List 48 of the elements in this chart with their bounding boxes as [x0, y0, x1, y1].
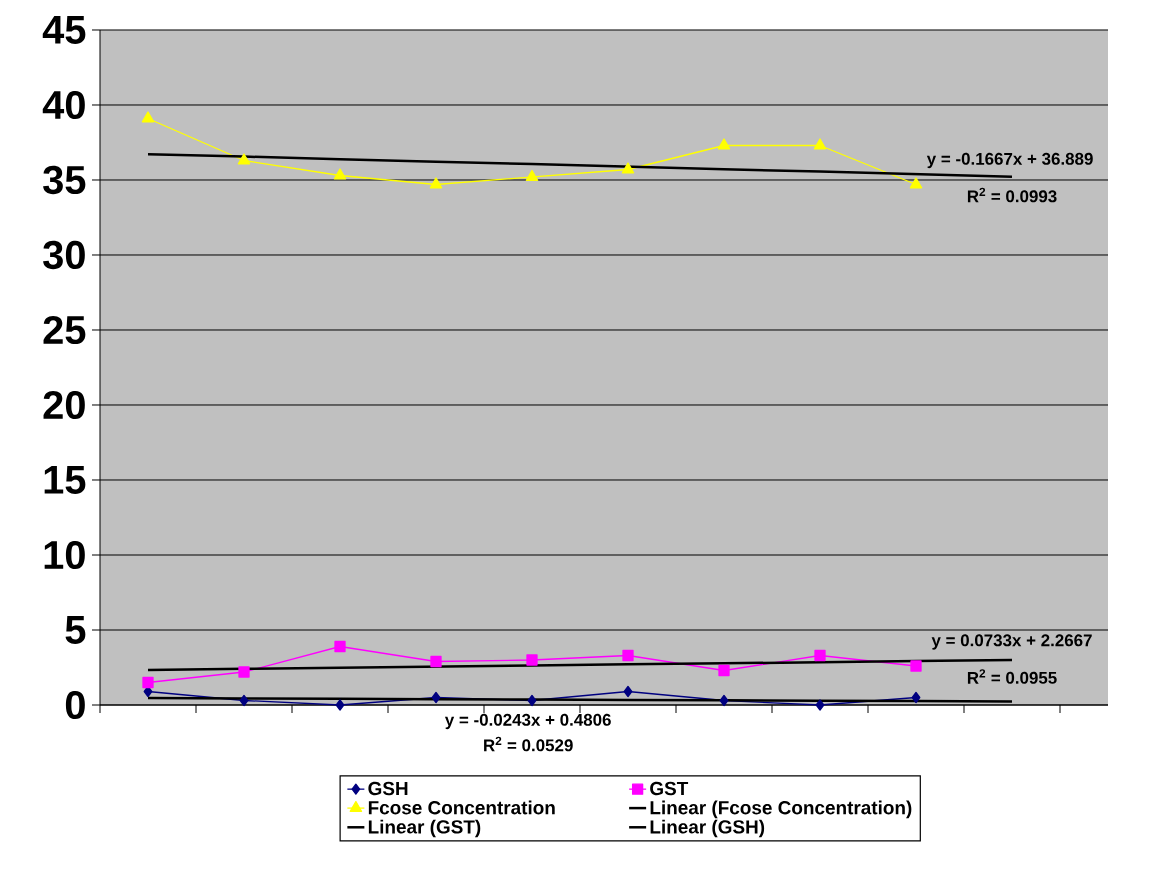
annotation: R$^{2}$ = 0.0955 [967, 669, 1057, 684]
y-tick-label: 45 [42, 16, 86, 44]
legend-label: GST [650, 781, 689, 796]
point [334, 640, 346, 653]
text: y = -0.0243x + 0.4806 [444, 713, 611, 730]
point [814, 649, 826, 662]
y-tick-label: 15 [44, 466, 86, 494]
y-tick-label: 25 [43, 315, 86, 345]
point [141, 111, 155, 123]
y-tick-label: 30 [43, 240, 85, 270]
point [911, 691, 921, 704]
point [718, 664, 730, 677]
point [717, 138, 731, 150]
legend-label: Linear (Fcose Concentration) [650, 800, 912, 819]
point [238, 666, 250, 678]
point [621, 162, 635, 174]
point [910, 660, 922, 672]
point [813, 138, 827, 150]
text: R$^{2}$ = 0.0529 [484, 736, 573, 752]
point [333, 168, 347, 180]
y-tick-label: 10 [44, 540, 85, 570]
annotation: y = 0.0733x + 2.2667 [931, 634, 1092, 650]
point [622, 649, 634, 662]
y-tick-label: 20 [43, 390, 85, 420]
legend-label: GSH [368, 781, 408, 796]
y-tick-label: 5 [65, 616, 86, 644]
legend-label: Fcose Concentration [368, 800, 555, 815]
annotation: R$^{2}$ = 0.0993 [967, 187, 1057, 203]
point [719, 694, 729, 707]
point [815, 699, 825, 711]
point [142, 676, 154, 689]
point [623, 685, 633, 698]
point [431, 691, 441, 704]
point [237, 153, 251, 165]
point [429, 177, 443, 189]
point [527, 694, 537, 707]
point [335, 699, 345, 711]
legend-label: Linear (GST) [368, 819, 481, 838]
point [526, 654, 538, 666]
y-tick-label: 0 [65, 690, 85, 720]
legend-label: Linear (GSH) [650, 819, 765, 838]
point [525, 169, 539, 181]
point [239, 694, 249, 707]
y-tick-label: 35 [43, 165, 86, 195]
annotation: y = -0.1667x + 36.889 [926, 152, 1093, 169]
point [909, 177, 923, 189]
point [430, 655, 442, 668]
y-tick-label: 40 [42, 90, 85, 120]
